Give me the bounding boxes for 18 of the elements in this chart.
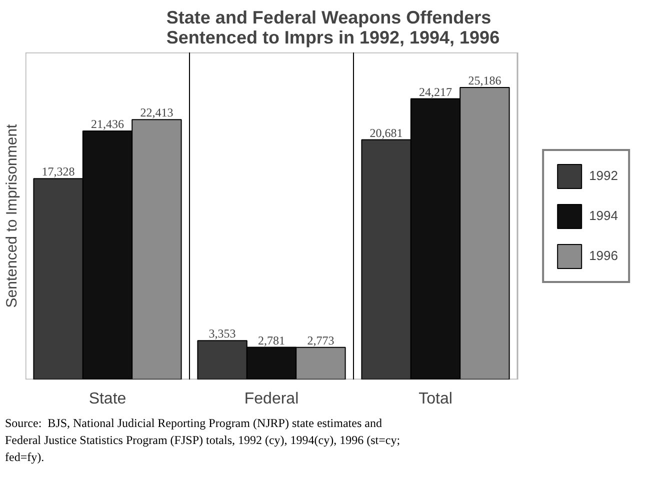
data-label: 22,413: [140, 106, 174, 120]
data-label: 21,436: [91, 117, 124, 132]
legend-label: 1994: [589, 208, 618, 223]
data-label: 2,781: [258, 333, 285, 348]
data-label: 24,217: [419, 84, 452, 99]
source-note: Source: BJS, National Judicial Reporting Program (NJRP) state estimates and Federal Justice Statistics Program (FJSP) totals, 1992 (cy), 1994(cy), 1996 (st=cy; fed=fy).: [5, 415, 400, 466]
data-label: 25,186: [468, 74, 502, 88]
x-tick-label: State: [88, 390, 126, 408]
data-label: 2,773: [307, 333, 334, 348]
legend-label: 1992: [589, 168, 618, 183]
chart-title: State and Federal Weapons Offenders Sentenced to Imprs in 1992, 1994, 1996: [166, 8, 500, 48]
data-label: 20,681: [370, 126, 403, 140]
legend-label: 1996: [589, 248, 618, 263]
data-label: 3,353: [208, 326, 236, 341]
y-axis-title: Sentenced to Imprisonment: [4, 123, 20, 308]
data-label: 17,328: [42, 164, 75, 179]
x-tick-label: Federal: [244, 390, 299, 408]
x-tick-label: Total: [418, 390, 452, 408]
